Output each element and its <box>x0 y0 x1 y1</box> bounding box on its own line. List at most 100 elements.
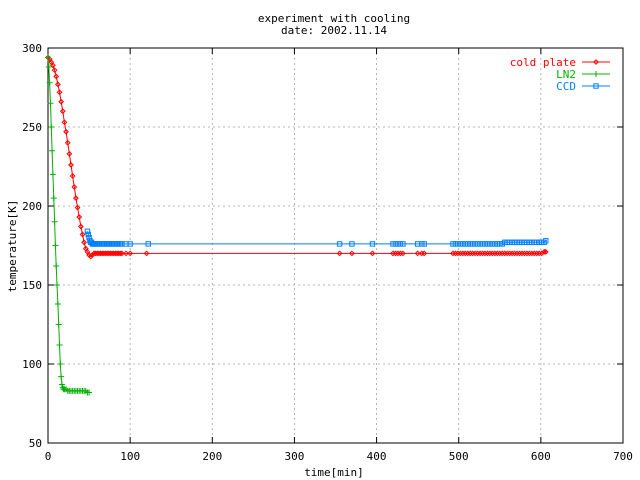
series-ln2 <box>45 54 93 396</box>
y-tick-label: 250 <box>22 121 42 134</box>
x-tick-label: 200 <box>202 450 222 463</box>
grid-lines <box>48 48 623 443</box>
data-point-cold-plate <box>414 250 421 257</box>
data-point-cold-plate <box>79 231 86 238</box>
y-tick-label: 50 <box>29 437 42 450</box>
data-point-cold-plate <box>123 250 129 257</box>
y-tick-label: 100 <box>22 358 42 371</box>
data-point-cold-plate <box>59 108 66 115</box>
data-point-cold-plate <box>50 62 56 69</box>
x-tick-label: 100 <box>120 450 140 463</box>
data-point-cold-plate <box>64 139 71 146</box>
data-point-cold-plate <box>421 250 428 257</box>
series-line-ln2 <box>47 57 90 393</box>
legend-item-ccd: CCD <box>556 80 610 93</box>
data-point-cold-plate <box>73 195 79 202</box>
data-point-ccd <box>145 241 151 247</box>
legend-marker <box>593 71 599 77</box>
data-point-cold-plate <box>54 81 61 88</box>
data-point-cold-plate <box>56 89 63 96</box>
plot-frame <box>47 47 624 444</box>
series-lines <box>45 54 549 396</box>
series-line-cold-plate <box>47 57 546 258</box>
data-point-ln2 <box>58 373 65 380</box>
data-point-ln2 <box>48 124 55 130</box>
data-point-cold-plate <box>77 223 84 230</box>
series-cold-plate <box>45 54 549 260</box>
x-tick-label: 0 <box>45 450 52 463</box>
chart-title: experiment with cooling <box>258 12 410 25</box>
data-point-ccd <box>400 241 406 247</box>
data-point-cold-plate <box>76 214 83 220</box>
data-point-cold-plate <box>349 250 355 257</box>
data-point-cold-plate <box>127 250 134 257</box>
chart-subtitle: date: 2002.11.14 <box>281 24 387 37</box>
data-point-cold-plate <box>119 250 125 257</box>
legend-label: CCD <box>556 80 576 93</box>
data-point-cold-plate <box>53 73 60 80</box>
x-tick-label: 500 <box>449 450 469 463</box>
data-point-ln2 <box>45 54 51 61</box>
data-point-cold-plate <box>71 184 78 190</box>
data-point-cold-plate <box>58 98 65 105</box>
data-point-ccd <box>543 238 549 244</box>
data-point-cold-plate <box>63 128 69 135</box>
legend-label: cold plate <box>510 56 576 69</box>
data-point-ccd <box>349 241 355 247</box>
data-point-cold-plate <box>81 239 88 246</box>
data-point-cold-plate <box>51 67 58 74</box>
legend-label: LN2 <box>556 68 576 81</box>
y-tick-label: 300 <box>22 42 42 55</box>
axis-ticks: 0 100 200 300 400 500 600 700 50 100 150 200 250 300 <box>22 42 633 463</box>
x-axis-label: time[min] <box>304 466 364 479</box>
legend-marker <box>593 83 599 89</box>
series-ccd <box>84 228 549 247</box>
data-point-cold-plate <box>542 248 549 255</box>
x-tick-label: 700 <box>613 450 633 463</box>
data-point-cold-plate <box>117 250 124 257</box>
data-point-cold-plate <box>69 173 76 179</box>
data-point-cold-plate <box>336 250 343 257</box>
legend-item-ln2: LN2 <box>556 68 610 81</box>
data-point-cold-plate <box>143 250 150 257</box>
data-point-ln2 <box>49 171 56 178</box>
data-point-ln2 <box>57 361 64 367</box>
data-point-ln2 <box>58 381 65 388</box>
data-point-cold-plate <box>61 119 68 126</box>
data-point-ln2 <box>52 242 59 249</box>
data-point-ln2 <box>46 79 53 86</box>
x-tick-label: 600 <box>531 450 551 463</box>
data-point-ln2 <box>55 321 62 328</box>
y-axis-label: temperature[K] <box>6 200 19 293</box>
data-point-cold-plate <box>74 204 81 211</box>
data-point-ln2 <box>49 147 56 154</box>
data-point-cold-plate <box>66 150 73 157</box>
data-point-ln2 <box>54 282 61 288</box>
legend-item-cold-plate: cold plate <box>510 56 610 69</box>
data-point-ln2 <box>56 342 63 349</box>
data-point-ccd <box>369 241 376 247</box>
data-point-ln2 <box>47 100 54 107</box>
data-point-ln2 <box>51 218 58 225</box>
data-point-cold-plate <box>68 162 74 168</box>
data-point-cold-plate <box>399 250 406 257</box>
data-point-cold-plate <box>369 250 376 257</box>
data-point-ccd <box>85 231 91 238</box>
data-point-ccd <box>84 228 91 234</box>
data-point-ln2 <box>50 195 57 202</box>
legend-marker <box>593 59 599 65</box>
x-tick-label: 300 <box>284 450 304 463</box>
data-point-ln2 <box>54 300 61 307</box>
data-point-ln2 <box>86 389 93 396</box>
data-point-ccd <box>541 239 547 246</box>
data-point-ccd <box>127 241 133 247</box>
data-point-ln2 <box>45 63 52 70</box>
data-point-cold-plate <box>541 248 548 255</box>
x-tick-label: 400 <box>367 450 387 463</box>
data-point-ccd <box>336 241 343 247</box>
data-point-cold-plate <box>87 253 94 260</box>
y-tick-label: 150 <box>22 279 42 292</box>
data-point-ln2 <box>53 263 60 270</box>
